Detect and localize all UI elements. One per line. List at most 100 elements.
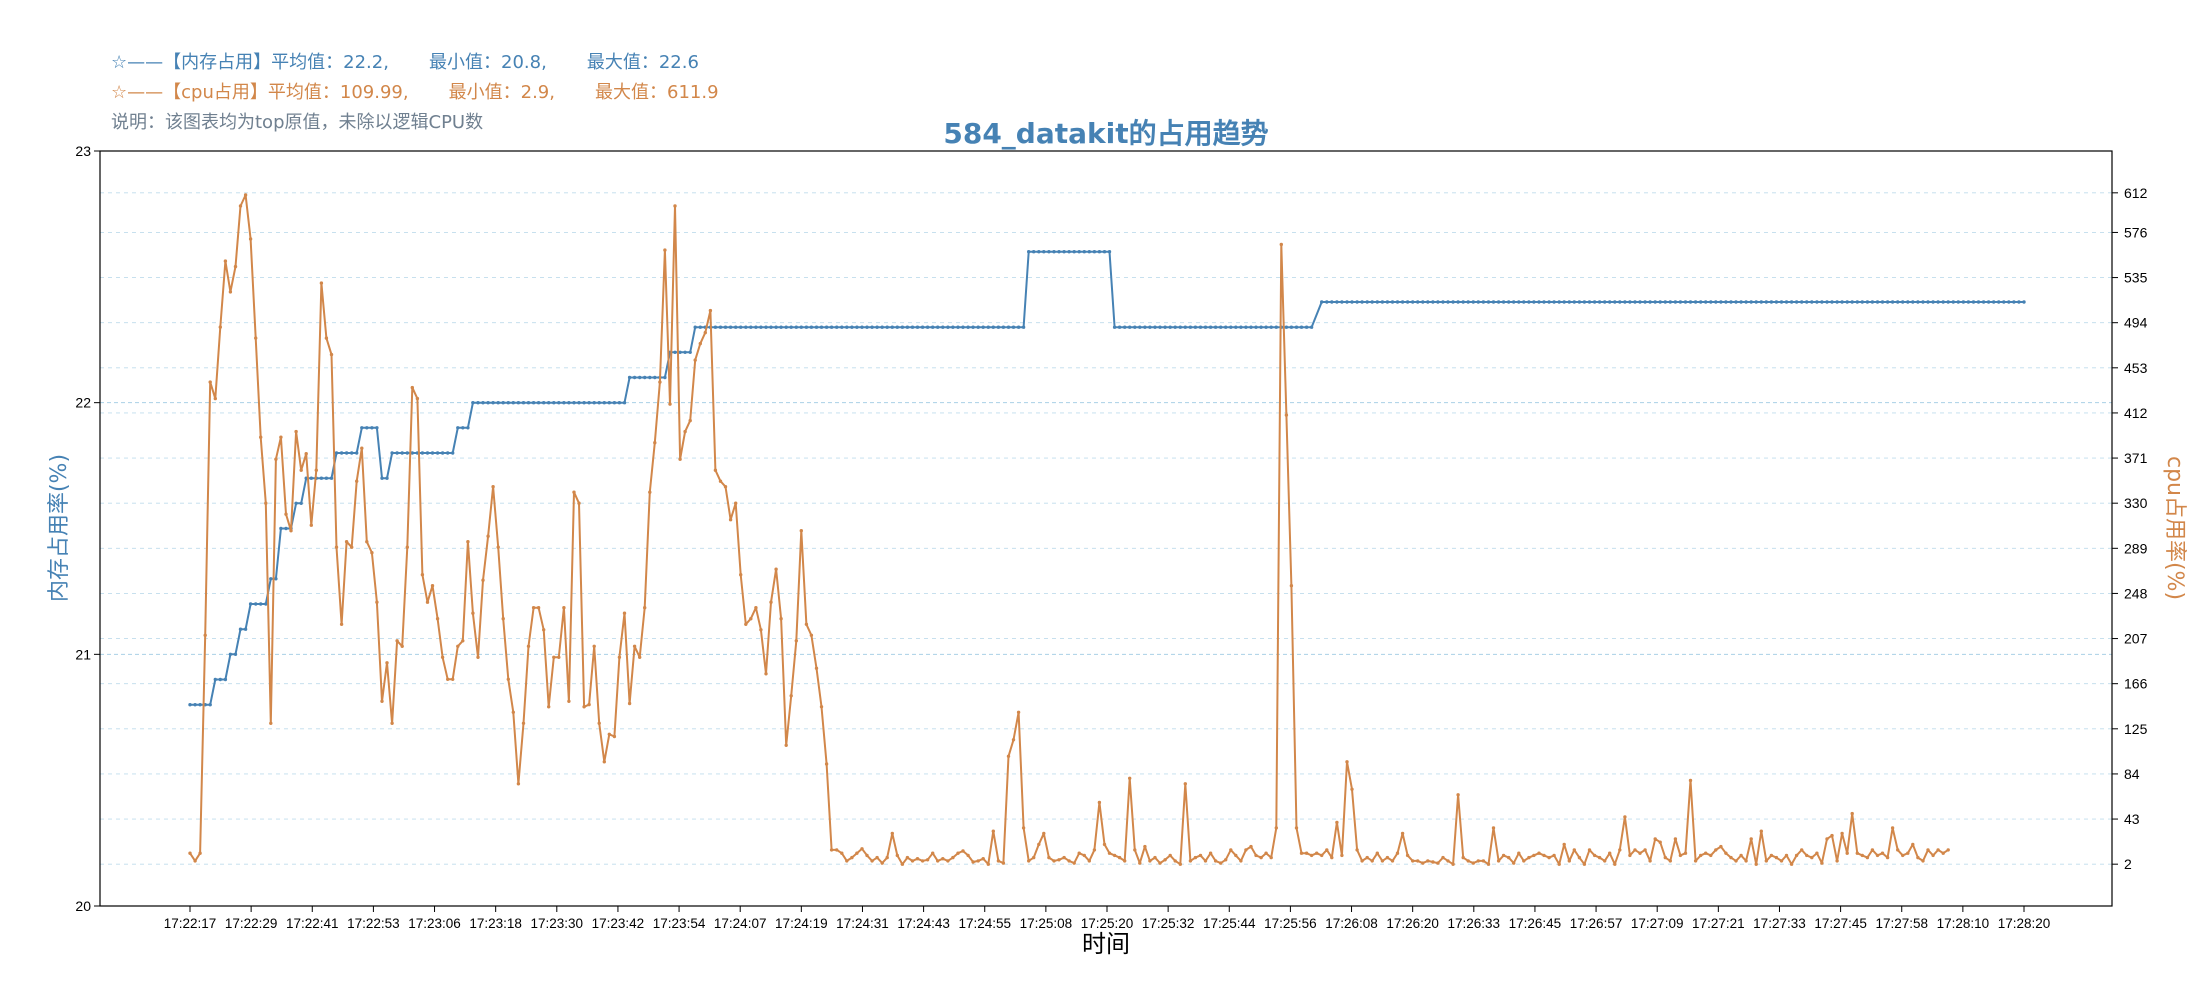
memory-point (920, 325, 925, 329)
x-tick-label: 17:23:18 (469, 916, 522, 931)
memory-point (521, 401, 526, 405)
memory-point (1320, 300, 1324, 304)
cpu-point (779, 617, 783, 621)
cpu-point (996, 859, 1001, 863)
memory-point (739, 325, 743, 329)
x-tick-label: 17:23:42 (592, 916, 645, 931)
cpu-point (1820, 861, 1824, 865)
cpu-point (1213, 859, 1218, 863)
cpu-point (1037, 842, 1041, 847)
y-tick-label-right: 2 (2124, 856, 2132, 872)
cpu-point (986, 862, 990, 866)
x-tick-label: 17:22:41 (286, 916, 339, 931)
note-line: 说明：该图表均为top原值，未除以逻辑CPU数 (111, 112, 484, 133)
memory-point (1896, 300, 1900, 304)
cpu-point (1431, 860, 1435, 864)
memory-point (1390, 300, 1395, 304)
cpu-point (1810, 855, 1814, 860)
cpu-point (1572, 848, 1577, 852)
memory-point (1163, 325, 1167, 329)
memory-point (481, 401, 485, 405)
memory-point (1456, 300, 1460, 304)
memory-point (1269, 325, 1273, 329)
cpu-point (900, 862, 905, 866)
x-tick-label: 17:27:21 (1692, 916, 1745, 931)
y-axis-label-right: cpu占用率(%) (2162, 456, 2187, 600)
memory-point (643, 375, 647, 380)
cpu-point (1855, 851, 1860, 855)
cpu-point (375, 600, 379, 604)
cpu-point (350, 545, 354, 549)
memory-point (1683, 300, 1688, 304)
cpu-point (728, 518, 733, 522)
memory-point (1805, 300, 1809, 304)
memory-point (552, 401, 556, 405)
cpu-point (1107, 851, 1112, 855)
memory-point (1608, 300, 1612, 304)
memory-point (1395, 300, 1400, 304)
y-tick-label-right: 166 (2124, 676, 2148, 692)
cpu-point (1704, 851, 1708, 855)
memory-point (1951, 300, 1956, 304)
memory-point (1016, 325, 1021, 329)
cpu-point (188, 851, 192, 855)
memory-point (1421, 300, 1425, 304)
cpu-point (1537, 851, 1541, 855)
memory-point (248, 602, 253, 606)
memory-point (835, 325, 839, 329)
cpu-point (1638, 851, 1642, 855)
cpu-point (1269, 855, 1273, 860)
memory-point (1244, 325, 1248, 329)
cpu-point (1522, 859, 1526, 863)
memory-point (1309, 325, 1314, 329)
memory-point (1855, 300, 1860, 304)
memory-point (1082, 250, 1087, 254)
memory-point (425, 451, 430, 455)
cpu-point (1047, 855, 1051, 860)
cpu-point (324, 336, 329, 340)
memory-point (238, 627, 243, 631)
cpu-point (415, 396, 420, 401)
cpu-point (1203, 859, 1208, 863)
memory-point (1021, 325, 1026, 329)
cpu-point (819, 705, 824, 709)
memory-point (1850, 300, 1854, 304)
cpu-point (1244, 848, 1248, 852)
memory-point (1330, 300, 1334, 304)
memory-point (956, 325, 960, 329)
y-tick-label-right: 453 (2124, 360, 2148, 376)
x-tick-label: 17:23:06 (408, 916, 461, 931)
cpu-point (1729, 855, 1733, 860)
chart-title: 584_datakit的占用趋势 (943, 117, 1268, 150)
memory-point (1825, 300, 1829, 304)
memory-point (355, 451, 359, 455)
memory-point (809, 325, 814, 329)
cpu-point (1507, 855, 1511, 860)
cpu-point (1800, 848, 1804, 852)
memory-point (617, 401, 622, 405)
cpu-point (1279, 242, 1284, 247)
memory-point (1633, 300, 1637, 304)
cpu-point (1668, 859, 1673, 863)
cpu-point (1112, 853, 1117, 858)
memory-point (440, 451, 445, 455)
cpu-point (688, 418, 692, 423)
memory-point (1239, 325, 1243, 329)
cpu-point (410, 385, 414, 390)
cpu-point (1734, 859, 1738, 863)
memory-point (885, 325, 889, 329)
memory-point (1875, 300, 1880, 304)
y-tick-label-right: 84 (2124, 766, 2140, 782)
memory-point (1931, 300, 1935, 304)
memory-point (925, 325, 930, 329)
cpu-point (1309, 853, 1314, 858)
cpu-point (1400, 831, 1405, 836)
y-tick-label-left: 21 (75, 646, 91, 662)
cpu-point (1830, 833, 1834, 838)
cpu-point (218, 325, 222, 329)
cpu-point (1860, 853, 1865, 858)
memory-point (1870, 300, 1875, 304)
cpu-point (1885, 855, 1890, 860)
cpu-point (890, 831, 894, 836)
memory-point (648, 375, 652, 380)
